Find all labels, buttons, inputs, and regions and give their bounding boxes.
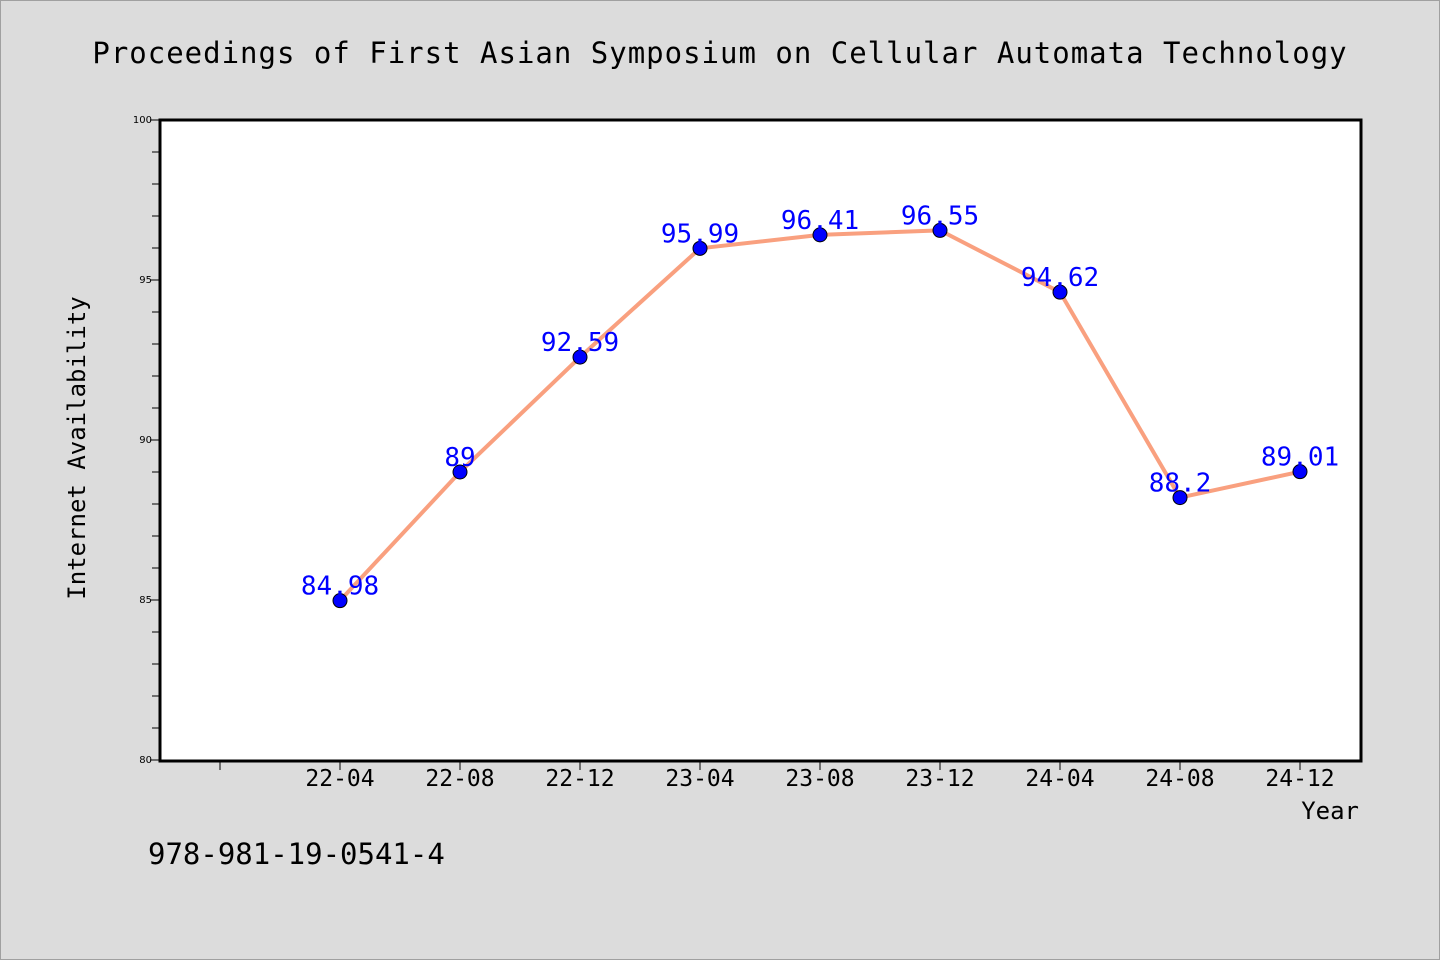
y-tick-label: 80 — [139, 755, 152, 766]
y-axis: 80 85 90 95 100 — [133, 115, 160, 766]
data-label: 88.2 — [1149, 469, 1212, 499]
data-label: 96.55 — [901, 201, 979, 231]
data-point — [572, 349, 588, 365]
data-point — [1172, 490, 1188, 506]
data-point — [452, 464, 468, 480]
x-axis-label: Year — [1301, 797, 1359, 825]
x-tick-label: 22-12 — [545, 766, 614, 792]
data-point — [812, 227, 828, 243]
x-tick-label: 22-08 — [425, 766, 494, 792]
x-tick-label: 22-04 — [305, 766, 374, 792]
data-label: 92.59 — [541, 328, 619, 358]
data-point — [1052, 284, 1068, 300]
data-point — [932, 222, 948, 238]
data-point — [332, 593, 348, 609]
x-tick-label: 23-08 — [785, 766, 854, 792]
data-label-layer: 84.98 89 92.59 95.99 96.41 96.55 94.62 88.2 89.0… — [301, 201, 1339, 601]
x-tick-label: 23-04 — [665, 766, 734, 792]
isbn-label: 978-981-19-0541-4 — [148, 837, 445, 871]
y-tick-label: 90 — [139, 435, 152, 446]
y-tick-label: 95 — [139, 275, 152, 286]
x-axis: 22-04 22-08 22-12 23-04 23-08 23-12 24-04 24-08… — [219, 760, 1335, 792]
chart-title: Proceedings of First Asian Symposium on … — [92, 36, 1347, 70]
data-label: 95.99 — [661, 219, 739, 249]
plot-area — [158, 118, 1363, 763]
marker-layer — [332, 222, 1308, 609]
x-tick-label: 23-12 — [905, 766, 974, 792]
data-label: 84.98 — [301, 572, 379, 602]
data-point — [692, 240, 708, 256]
y-tick-label: 85 — [139, 595, 152, 606]
x-tick-label: 24-12 — [1265, 766, 1334, 792]
data-label: 89.01 — [1261, 443, 1339, 473]
data-label: 96.41 — [781, 206, 859, 236]
x-tick-label: 24-08 — [1145, 766, 1214, 792]
data-label: 94.62 — [1021, 263, 1099, 293]
x-tick-label: 24-04 — [1025, 766, 1094, 792]
data-point — [1292, 464, 1308, 480]
y-axis-label: Internet Availability — [63, 296, 91, 599]
data-label: 89 — [444, 443, 475, 473]
y-tick-label: 100 — [133, 115, 152, 126]
